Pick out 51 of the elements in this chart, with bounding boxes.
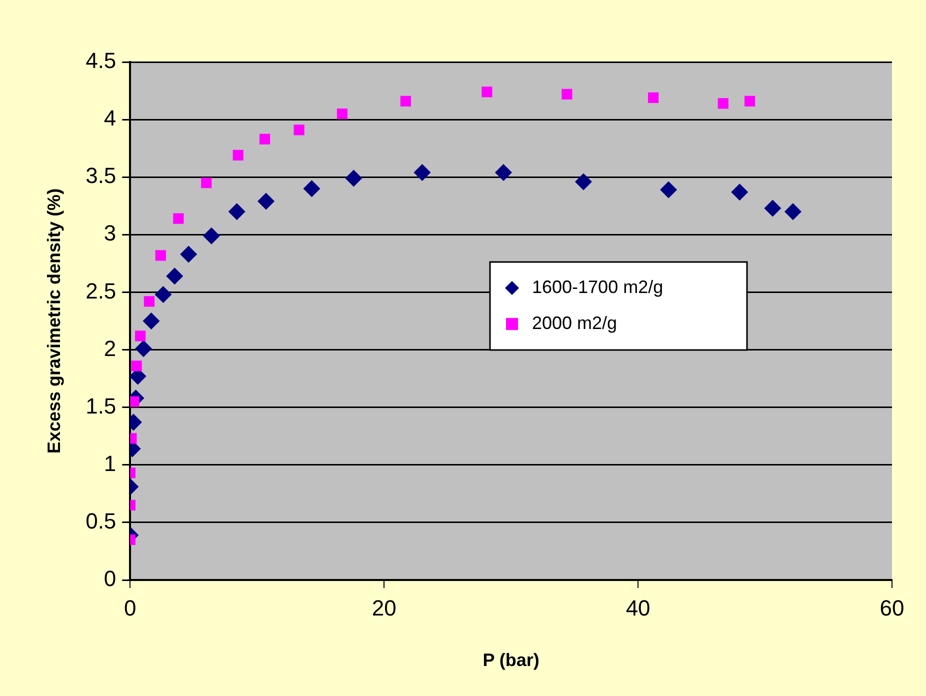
point: [414, 164, 431, 182]
point: [201, 178, 212, 188]
point: [784, 203, 802, 220]
x-tick-label: 40: [626, 595, 650, 620]
point: [303, 180, 320, 198]
point: [173, 213, 184, 224]
x-tick-label: 60: [880, 595, 904, 620]
y-axis-title: Excess gravimetric density (%): [44, 188, 64, 454]
point: [166, 268, 184, 285]
y-tick-label: 3: [104, 220, 116, 246]
y-tick-label: 4.5: [86, 48, 116, 74]
point: [562, 88, 572, 100]
point: [494, 164, 512, 182]
point: [232, 150, 244, 161]
point: [764, 200, 782, 217]
point: [660, 181, 678, 198]
legend-label: 1600-1700 m2/g: [532, 276, 664, 297]
point: [228, 203, 246, 220]
point: [731, 184, 748, 201]
y-tick-label: 1: [104, 450, 116, 476]
legend-label: 2000 m2/g: [532, 312, 618, 333]
point: [131, 360, 142, 372]
y-tick-label: 4: [104, 106, 116, 131]
point: [648, 92, 659, 103]
y-tick-label: 3.5: [86, 163, 116, 188]
point: [144, 296, 155, 307]
point: [744, 96, 756, 106]
point: [400, 96, 412, 106]
point: [482, 86, 492, 98]
point: [135, 340, 152, 358]
point: [718, 98, 728, 109]
y-tick-label: 0.5: [86, 508, 116, 534]
y-tick-label: 2: [104, 336, 116, 361]
x-tick-label: 20: [372, 595, 396, 620]
point: [336, 108, 348, 120]
y-tick-label: 2.5: [86, 278, 116, 304]
point: [259, 134, 270, 144]
y-tick-label: 0: [104, 566, 116, 592]
point: [135, 330, 146, 342]
point: [155, 250, 166, 261]
point: [202, 227, 220, 244]
point: [258, 192, 275, 210]
point: [574, 173, 592, 190]
point: [345, 170, 362, 187]
x-axis-title: P (bar): [482, 650, 540, 670]
point: [180, 246, 198, 263]
point: [142, 312, 160, 330]
point: [154, 286, 172, 304]
x-tick-label: 0: [124, 595, 136, 620]
point: [294, 124, 304, 136]
y-tick-label: 1.5: [86, 393, 116, 418]
